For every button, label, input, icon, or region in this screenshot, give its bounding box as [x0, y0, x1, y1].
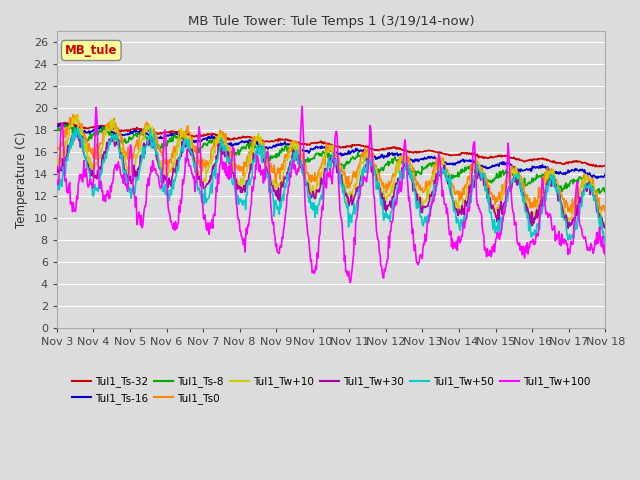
Title: MB Tule Tower: Tule Temps 1 (3/19/14-now): MB Tule Tower: Tule Temps 1 (3/19/14-now…: [188, 15, 474, 28]
Y-axis label: Temperature (C): Temperature (C): [15, 131, 28, 228]
Text: MB_tule: MB_tule: [65, 44, 118, 57]
Legend: Tul1_Ts-32, Tul1_Ts-16, Tul1_Ts-8, Tul1_Ts0, Tul1_Tw+10, Tul1_Tw+30, Tul1_Tw+50,: Tul1_Ts-32, Tul1_Ts-16, Tul1_Ts-8, Tul1_…: [68, 372, 595, 408]
